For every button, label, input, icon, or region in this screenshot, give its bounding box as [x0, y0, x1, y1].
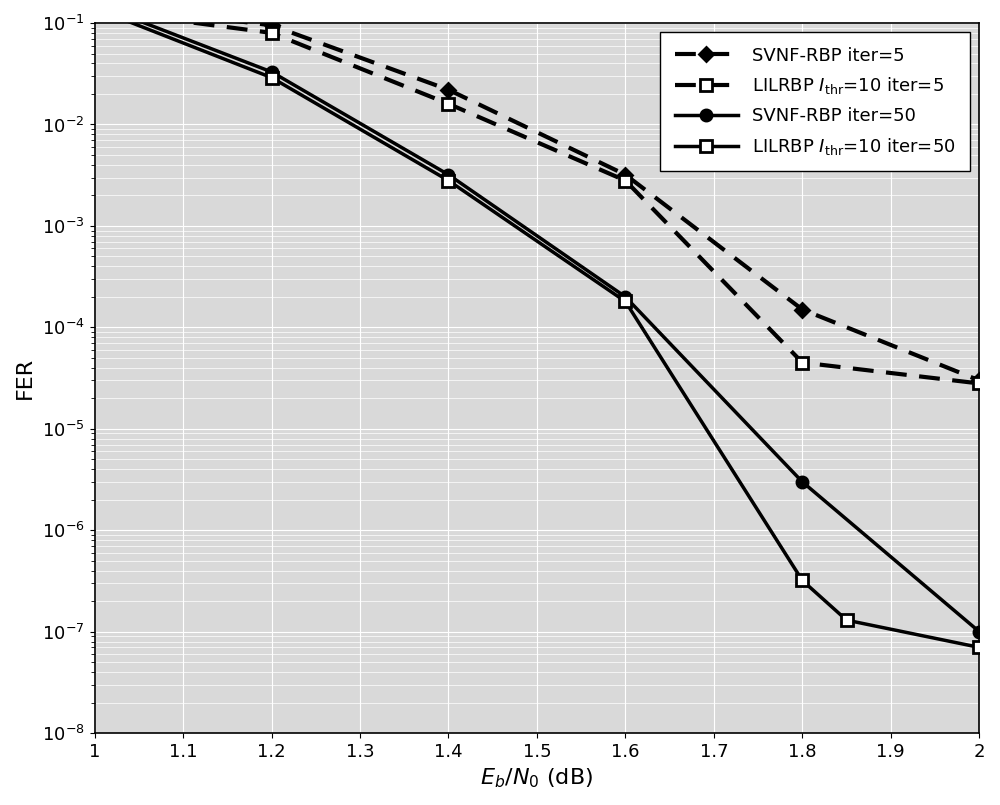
SVNF-RBP iter=5	[973, 376, 985, 386]
LILRBP $I_{\mathrm{thr}}$=10 iter=5	[619, 175, 631, 185]
SVNF-RBP iter=5	[266, 20, 278, 30]
Line: SVNF-RBP iter=50: SVNF-RBP iter=50	[89, 0, 985, 638]
LILRBP $I_{\mathrm{thr}}$=10 iter=50	[266, 72, 278, 82]
LILRBP $I_{\mathrm{thr}}$=10 iter=5	[89, 5, 101, 14]
SVNF-RBP iter=50	[973, 627, 985, 637]
Line: LILRBP $I_{\mathrm{thr}}$=10 iter=50: LILRBP $I_{\mathrm{thr}}$=10 iter=50	[88, 2, 986, 654]
SVNF-RBP iter=5	[796, 304, 808, 314]
LILRBP $I_{\mathrm{thr}}$=10 iter=50	[973, 642, 985, 652]
LILRBP $I_{\mathrm{thr}}$=10 iter=50	[442, 175, 454, 185]
SVNF-RBP iter=50	[266, 67, 278, 76]
Y-axis label: FER: FER	[15, 357, 35, 399]
LILRBP $I_{\mathrm{thr}}$=10 iter=50	[619, 296, 631, 306]
SVNF-RBP iter=50	[796, 477, 808, 487]
SVNF-RBP iter=50	[619, 292, 631, 302]
LILRBP $I_{\mathrm{thr}}$=10 iter=5	[266, 28, 278, 38]
LILRBP $I_{\mathrm{thr}}$=10 iter=50	[89, 3, 101, 13]
SVNF-RBP iter=5	[442, 85, 454, 94]
Legend: SVNF-RBP iter=5, LILRBP $I_{\mathrm{thr}}$=10 iter=5, SVNF-RBP iter=50, LILRBP $: SVNF-RBP iter=5, LILRBP $I_{\mathrm{thr}…	[660, 32, 970, 171]
LILRBP $I_{\mathrm{thr}}$=10 iter=5	[973, 378, 985, 388]
LILRBP $I_{\mathrm{thr}}$=10 iter=5	[796, 357, 808, 367]
X-axis label: $E_b/N_0$ (dB): $E_b/N_0$ (dB)	[480, 766, 593, 790]
LILRBP $I_{\mathrm{thr}}$=10 iter=5	[442, 99, 454, 109]
SVNF-RBP iter=5	[619, 170, 631, 180]
SVNF-RBP iter=5	[89, 0, 101, 9]
LILRBP $I_{\mathrm{thr}}$=10 iter=50	[841, 615, 853, 625]
LILRBP $I_{\mathrm{thr}}$=10 iter=50	[796, 576, 808, 585]
SVNF-RBP iter=50	[442, 170, 454, 180]
Line: LILRBP $I_{\mathrm{thr}}$=10 iter=5: LILRBP $I_{\mathrm{thr}}$=10 iter=5	[88, 3, 986, 390]
SVNF-RBP iter=50	[89, 0, 101, 9]
Line: SVNF-RBP iter=5: SVNF-RBP iter=5	[90, 0, 984, 386]
